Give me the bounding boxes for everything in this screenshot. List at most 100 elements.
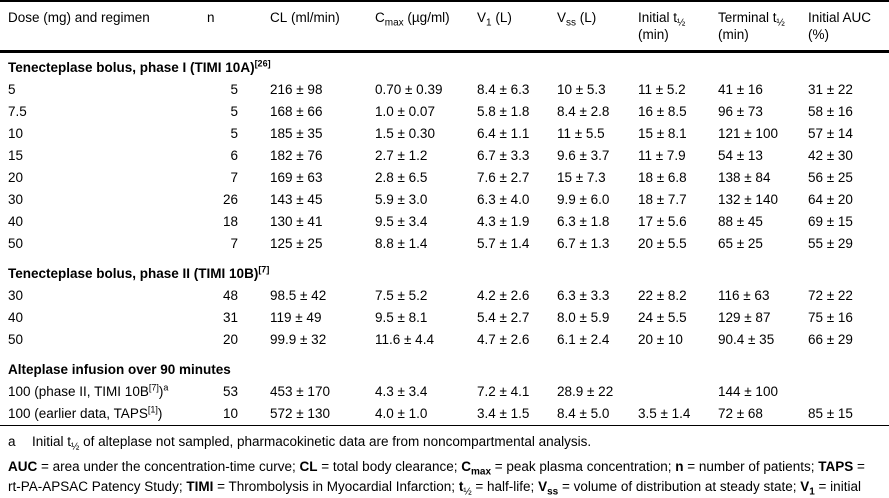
table-cell: 4.2 ± 2.6 [477,288,530,303]
table-cell: 85 ± 15 [808,406,853,421]
text-segment: 30 [8,192,24,207]
text-segment: n [675,459,684,474]
text-segment: V [800,479,810,494]
table-cell: 72 ± 22 [808,288,853,303]
col-label: CL [270,10,288,25]
table-row: 40 31 119 ± 49 9.5 ± 8.1 5.4 ± 2.7 8.0 ± 5.9 2… [0,307,889,329]
table-cell: 5.4 ± 2.7 [477,310,530,325]
text-segment: CL [299,459,318,474]
table-cell: 9.6 ± 3.7 [557,148,610,163]
section-title: Tenecteplase bolus, phase I (TIMI 10A) [8,60,255,75]
table-cell: 6.1 ± 2.4 [557,332,610,347]
col-label-sub: 1 [486,17,492,29]
text-segment: 15 [8,148,24,163]
text-segment: 10 [8,126,24,141]
text-segment: ½ [463,486,472,498]
text-segment: 100 (phase II, TIMI 10B [8,384,149,399]
table-cell: 7 [230,236,238,251]
text-segment: ss [547,486,559,498]
table-cell [628,381,708,403]
col-label-unit: (L) [576,10,597,25]
col-label: Initial t [638,10,678,25]
table-cell: 1.0 ± 0.07 [375,104,435,119]
table-row: 20 7 169 ± 63 2.8 ± 6.5 7.6 ± 2.7 15 ± 7.3 18 … [0,167,889,189]
col-label-sub: ½ [776,17,785,29]
header-row: Dose (mg) and regimen n CL (ml/min) Cmax… [0,1,889,53]
table-cell: 72 ± 68 [718,406,763,421]
dose-cell: 5 [0,79,185,101]
reference-superscript: [7] [148,382,159,393]
table-cell: 28.9 ± 22 [557,384,614,399]
col-header-dose: Dose (mg) and regimen [0,1,185,53]
text-segment: of alteplase not sampled, pharmacokineti… [79,434,592,449]
table-cell: 20 [222,332,238,347]
table-cell: 5.8 ± 1.8 [477,104,530,119]
table-cell: 57 ± 14 [808,126,853,141]
table-cell: 8.4 ± 6.3 [477,82,530,97]
dose-cell: 30 [0,285,185,307]
table-cell: 66 ± 29 [808,332,853,347]
table-cell: 54 ± 13 [718,148,763,163]
footnote-text: Initial t½ of alteplase not sampled, pha… [32,434,592,452]
col-label: n [207,10,215,25]
reference-superscript: [7] [258,264,270,275]
col-label: V [557,10,567,25]
table-cell: 10 [222,406,238,421]
col-label-unit: (ml/min) [287,10,340,25]
text-segment: ) [158,384,164,399]
table-cell: 8.4 ± 2.8 [557,104,610,119]
text-segment: = volume of distribution at steady state… [558,479,801,494]
table-row: 10 5 185 ± 35 1.5 ± 0.30 6.4 ± 1.1 11 ± 5.5 15… [0,123,889,145]
col-header-initial-half-life: Initial t½ (min) [628,1,708,53]
table-cell: 7.6 ± 2.7 [477,170,530,185]
table-header: Dose (mg) and regimen n CL (ml/min) Cmax… [0,1,889,53]
table-cell: 53 [222,384,238,399]
table-cell: 121 ± 100 [718,126,778,141]
text-segment: = total body clearance; [317,459,462,474]
table-cell: 8.0 ± 5.9 [557,310,610,325]
text-segment: 30 [8,288,24,303]
col-label: Dose (mg) and regimen [8,10,150,25]
table-cell: 17 ± 5.6 [638,214,687,229]
table-cell: 216 ± 98 [270,82,323,97]
table-row: 40 18 130 ± 41 9.5 ± 3.4 4.3 ± 1.9 6.3 ± 1.8 1… [0,211,889,233]
col-label: Initial AUC [808,10,872,25]
text-segment: ) [157,406,163,421]
dose-cell: 50 [0,329,185,351]
text-segment: 50 [8,236,24,251]
table-cell: 572 ± 130 [270,406,330,421]
table-cell: 6.3 ± 1.8 [557,214,610,229]
col-label-sub: max [384,17,404,29]
table-cell: 15 ± 7.3 [557,170,606,185]
table-cell: 4.0 ± 1.0 [375,406,428,421]
table-cell: 4.3 ± 1.9 [477,214,530,229]
table-cell: 116 ± 63 [718,288,770,303]
table-cell: 5 [230,104,238,119]
table-cell: 182 ± 76 [270,148,323,163]
reference-superscript: [26] [254,58,271,69]
table-cell: 5.7 ± 1.4 [477,236,530,251]
table-cell: 18 [222,214,238,229]
table-cell: 18 ± 7.7 [638,192,687,207]
table-cell: 2.8 ± 6.5 [375,170,428,185]
table-cell: 20 ± 5.5 [638,236,687,251]
col-label-sub: ½ [677,17,686,29]
table-cell: 168 ± 66 [270,104,323,119]
section-header-row: Alteplase infusion over 90 minutes [0,351,889,381]
section-header-row: Tenecteplase bolus, phase I (TIMI 10A)[2… [0,52,889,80]
dose-cell: 40 [0,211,185,233]
table-row: 100 (earlier data, TAPS[1]) 10 572 ± 130 4.… [0,403,889,426]
table-cell: 9.9 ± 6.0 [557,192,610,207]
col-label-line2: (min) [638,27,669,42]
table-cell: 98.5 ± 42 [270,288,327,303]
table-row: 50 7 125 ± 25 8.8 ± 1.4 5.7 ± 1.4 6.7 ± 1.3 20… [0,233,889,255]
table-row: 30 48 98.5 ± 42 7.5 ± 5.2 4.2 ± 2.6 6.3 ± 3.3… [0,285,889,307]
table-cell: 6.3 ± 4.0 [477,192,530,207]
table-cell: 6.7 ± 1.3 [557,236,610,251]
table-cell: 99.9 ± 32 [270,332,327,347]
text-segment: = area under the concentration-time curv… [37,459,300,474]
table-cell: 24 ± 5.5 [638,310,687,325]
table-cell: 3.4 ± 1.5 [477,406,530,421]
table-cell: 1.5 ± 0.30 [375,126,435,141]
dose-cell: 40 [0,307,185,329]
